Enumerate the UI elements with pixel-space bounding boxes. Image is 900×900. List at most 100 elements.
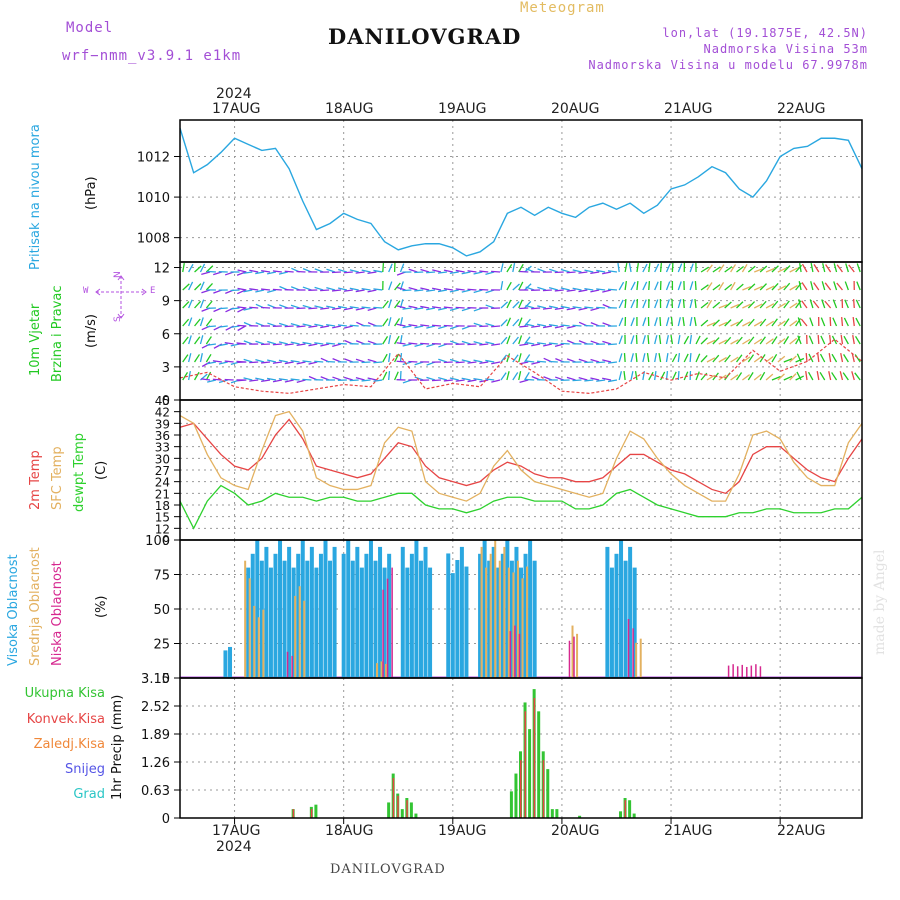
- wind-arrow-703-3: [747, 318, 755, 327]
- wind-arrow-408-2: [506, 299, 512, 309]
- wind-arrow-613-4: [670, 335, 674, 345]
- wind-arrow-658-0: [712, 266, 721, 273]
- cloud-bar-0-1-26: [296, 553, 301, 678]
- wind-arrow-40-5: [201, 361, 211, 368]
- wind-arrow-709-2: [753, 303, 763, 309]
- cloud-bar-0-0-11: [228, 646, 233, 678]
- wind-arrow-511-0: [584, 269, 594, 273]
- wind-arrow-617-1: [677, 281, 682, 291]
- wind-arrow-833-0: [856, 263, 861, 273]
- wind-arrow-361-4: [461, 340, 471, 345]
- model-name: wrf−nmm_v3.9.1 e1km: [62, 48, 242, 64]
- wind-arrow-357-0: [461, 271, 471, 275]
- wind-arrow-490-0: [566, 271, 576, 274]
- wind-tick-label-1: 3: [162, 361, 170, 376]
- cloud-bar-1-4-70: [498, 560, 501, 678]
- wind-arrow-735-0: [777, 267, 787, 273]
- precip-conv-bar-0: [292, 809, 295, 818]
- wind-arrow-302-1: [414, 289, 424, 292]
- wind-arrow-536-4: [602, 340, 612, 345]
- wind-arrow-496-6: [566, 376, 576, 381]
- wind-arrow-33-5: [205, 353, 212, 363]
- temp-tick-label-0: 9: [162, 534, 170, 548]
- wind-arrow-825-6: [842, 372, 849, 381]
- wind-arrow-362-5: [461, 359, 471, 363]
- precip-total-bar-24: [628, 800, 632, 818]
- wind-arrow-4-4: [182, 336, 189, 345]
- wind-arrow-649-5: [700, 354, 708, 363]
- wind-arrow-204-1: [337, 287, 348, 291]
- wind-arrow-250-5: [373, 361, 383, 364]
- wind-arrow-372-1: [473, 289, 483, 294]
- model-label: Model: [66, 20, 114, 36]
- wind-arrow-793-2: [821, 299, 826, 309]
- precip-total-bar-18: [546, 769, 550, 818]
- precip-conv-bar-9: [624, 800, 627, 818]
- cloud-bar-0-4-55: [428, 567, 433, 678]
- wind-arrow-162-1: [302, 286, 312, 291]
- wind-arrow-9-2: [188, 299, 193, 309]
- wind-arrow-283-3: [396, 323, 406, 327]
- wind-arrow-160-6: [296, 379, 306, 383]
- precip-conv-bar-2: [392, 778, 395, 818]
- cloud-tick-label-1: 25: [153, 638, 170, 653]
- wind-arrow-715-1: [759, 283, 767, 291]
- wind-arrow-706-6: [747, 372, 754, 381]
- wind-arrow-604-2: [665, 299, 670, 309]
- wind-arrow-172-4: [308, 343, 318, 347]
- wind-arrow-347-4: [449, 340, 459, 345]
- wind-arrow-662-4: [712, 337, 720, 345]
- wind-arrow-769-6: [796, 371, 802, 381]
- wind-arrow-289-2: [402, 307, 412, 310]
- wind-arrow-198-2: [331, 307, 342, 311]
- wind-arrow-298-4: [408, 342, 418, 345]
- wind-arrow-622-6: [677, 370, 680, 381]
- wind-arrow-813-1: [836, 282, 843, 291]
- cloud-bar-0-1-27: [300, 540, 305, 678]
- wind-arrow-407-1: [506, 281, 512, 291]
- wind-arrow-628-5: [683, 353, 689, 363]
- wind-arrow-317-2: [426, 307, 436, 311]
- wind-arrow-540-1: [607, 288, 617, 291]
- wind-arrow-446-5: [525, 360, 535, 363]
- wind-arrow-429-2: [524, 300, 532, 309]
- temp-tick-label-1: 12: [155, 522, 170, 536]
- wind-arrow-681-2: [730, 303, 740, 309]
- wind-arrow-32-4: [205, 336, 212, 345]
- wind-arrow-603-1: [665, 281, 671, 291]
- meteogram-label: Meteogram: [520, 0, 605, 16]
- wind-arrow-389-4: [485, 341, 495, 345]
- wind-arrow-11-4: [188, 335, 192, 345]
- pressure-tick-label-1: 1010: [137, 191, 170, 206]
- wind-arrow-285-5: [396, 360, 406, 363]
- date-top-2: 18AUG: [325, 101, 374, 117]
- wind-arrow-631-1: [689, 281, 694, 291]
- panel-frame-precip: [179, 677, 863, 819]
- wind-arrow-804-6: [828, 371, 832, 381]
- wind-arrow-72-2: [230, 307, 240, 310]
- wind-arrow-667-2: [718, 304, 728, 309]
- cloud-bar-0-5-63: [464, 566, 469, 678]
- wind-arrow-440-6: [519, 379, 529, 383]
- wind-arrow-504-0: [578, 271, 588, 274]
- precip-total-bar-25: [632, 813, 636, 818]
- wind-arrow-218-1: [349, 287, 359, 291]
- wind-arrow-823-4: [843, 335, 849, 345]
- cloud-bar-0-1-18: [259, 560, 264, 678]
- wind-arrow-18-4: [194, 336, 201, 345]
- wind-arrow-676-4: [724, 336, 732, 345]
- wind-arrow-447-6: [525, 378, 535, 381]
- wind-arrow-737-2: [777, 302, 786, 309]
- wind-arrow-272-6: [394, 371, 399, 381]
- wind-arrow-702-2: [747, 301, 756, 309]
- wind-arrow-216-6: [343, 376, 353, 381]
- wind-arrow-657-6: [706, 374, 716, 381]
- wind-arrow-721-0: [765, 267, 775, 273]
- precip-total-bar-14: [528, 729, 532, 818]
- wind-arrow-576-2: [642, 299, 647, 309]
- panel-frame-pressure: [179, 119, 863, 263]
- wind-arrow-243-5: [367, 358, 377, 363]
- wind-arrow-770-0: [801, 263, 808, 273]
- date-bottom-1: 17AUG: [212, 823, 261, 839]
- wind-arrow-290-3: [402, 325, 412, 329]
